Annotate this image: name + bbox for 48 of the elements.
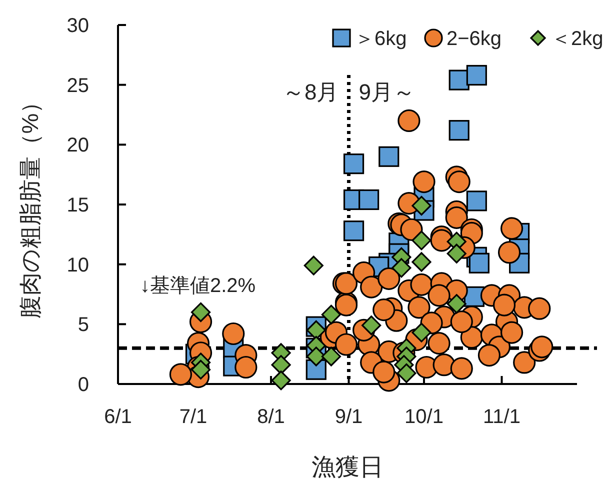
point	[306, 320, 326, 340]
y-tick-label: 15	[66, 194, 89, 216]
x-tick-label: 7/1	[179, 406, 208, 428]
y-tick-label: 0	[78, 374, 89, 396]
point	[412, 252, 432, 272]
y-tick-label: 30	[66, 15, 89, 37]
point	[448, 120, 470, 141]
point	[343, 220, 364, 242]
point	[392, 258, 412, 278]
point	[396, 363, 416, 384]
x-tick-label: 9/1	[334, 406, 363, 428]
point	[362, 316, 382, 336]
point	[412, 322, 432, 342]
point	[412, 196, 432, 216]
point	[343, 154, 364, 174]
point	[304, 256, 324, 276]
point	[446, 244, 466, 264]
annotation: 9月～	[358, 80, 416, 105]
y-axis-title: 腹肉の粗脂肪量（%）	[17, 90, 43, 319]
point	[446, 294, 466, 314]
point	[468, 252, 490, 274]
legend-label: 2−6kg	[446, 28, 502, 50]
legend-label: ＜2kg	[551, 28, 604, 50]
x-tick-label: 10/1	[404, 406, 444, 428]
point	[190, 302, 211, 322]
y-tick-label: 5	[78, 314, 89, 336]
point	[306, 346, 326, 366]
y-tick-label: 10	[66, 254, 89, 276]
point	[378, 146, 400, 167]
point	[321, 304, 341, 324]
y-tick-label: 25	[66, 74, 89, 97]
x-tick-label: 11/1	[483, 406, 520, 428]
point	[190, 360, 211, 380]
point	[358, 189, 380, 210]
point	[466, 190, 487, 212]
point	[271, 355, 291, 375]
x-tick-label: 6/1	[104, 406, 132, 428]
y-tick-label: 20	[66, 134, 89, 157]
x-axis-title: 漁獲日	[312, 454, 384, 481]
legend-label: ＞6kg	[354, 28, 407, 50]
ref-line-label: ↓基準値2.2%	[140, 275, 256, 298]
annotation: ～8月	[282, 80, 339, 105]
point	[448, 70, 470, 90]
x-tick-label: 8/1	[257, 406, 285, 428]
point	[412, 230, 432, 250]
point	[271, 370, 291, 390]
point	[466, 64, 487, 86]
point	[321, 346, 341, 366]
